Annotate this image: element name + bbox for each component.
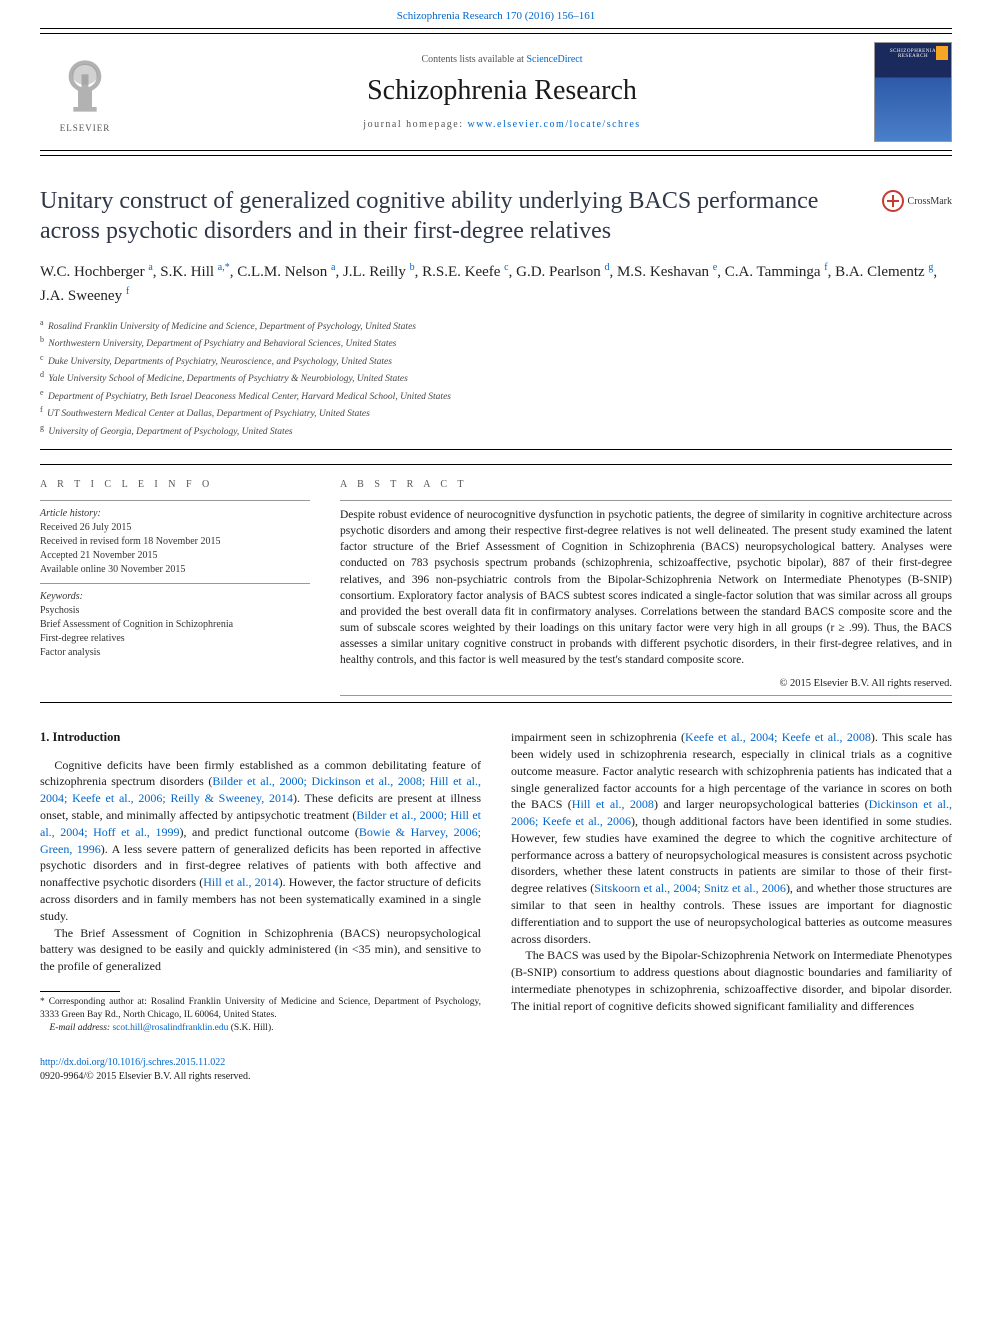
text: impairment seen in schizophrenia (: [511, 730, 685, 744]
journal-cover-thumbnail: SCHIZOPHRENIA RESEARCH: [874, 42, 952, 142]
article-title: Unitary construct of generalized cogniti…: [40, 186, 860, 246]
email-suffix: (S.K. Hill).: [228, 1023, 273, 1033]
affiliation-line: b Northwestern University, Department of…: [40, 334, 952, 351]
publisher-name: ELSEVIER: [60, 123, 111, 133]
rule-aff: [40, 449, 952, 450]
abstract-copyright: © 2015 Elsevier B.V. All rights reserved…: [340, 678, 952, 689]
doi-link[interactable]: http://dx.doi.org/10.1016/j.schres.2015.…: [40, 1057, 225, 1068]
keywords-block: Keywords: Psychosis Brief Assessment of …: [40, 590, 310, 660]
corr-text: Corresponding author at: Rosalind Frankl…: [40, 997, 481, 1020]
article-head: Unitary construct of generalized cogniti…: [40, 156, 952, 449]
history-line: Available online 30 November 2015: [40, 564, 185, 575]
body-col-left: 1. Introduction Cognitive deficits have …: [40, 729, 481, 1084]
keyword: Brief Assessment of Cognition in Schizop…: [40, 619, 233, 630]
footnote-rule: [40, 991, 120, 992]
rule-bottom-1: [40, 150, 952, 151]
author-list: W.C. Hochberger a, S.K. Hill a,*, C.L.M.…: [40, 260, 952, 307]
elsevier-tree-icon: [50, 51, 120, 121]
body-columns: 1. Introduction Cognitive deficits have …: [40, 729, 952, 1084]
crossmark-icon: [882, 190, 904, 212]
rule-top-1: [40, 28, 952, 29]
text: ), and predict functional outcome (: [179, 825, 358, 839]
citation-link[interactable]: Sitskoorn et al., 2004; Snitz et al., 20…: [594, 881, 786, 895]
affiliation-list: a Rosalind Franklin University of Medici…: [40, 317, 952, 439]
abstract-col: A B S T R A C T Despite robust evidence …: [340, 479, 952, 702]
article-history: Article history: Received 26 July 2015 R…: [40, 507, 310, 577]
citation-link[interactable]: Hill et al., 2008: [572, 797, 654, 811]
homepage-link[interactable]: www.elsevier.com/locate/schres: [468, 119, 641, 130]
intro-p1: Cognitive deficits have been firmly esta…: [40, 757, 481, 925]
article-info-label: A R T I C L E I N F O: [40, 479, 310, 490]
affiliation-line: a Rosalind Franklin University of Medici…: [40, 317, 952, 334]
corr-email-link[interactable]: scot.hill@rosalindfranklin.edu: [112, 1023, 228, 1033]
sciencedirect-link[interactable]: ScienceDirect: [526, 54, 582, 65]
cover-label: SCHIZOPHRENIA RESEARCH: [875, 43, 951, 59]
homepage-prefix: journal homepage:: [363, 119, 467, 130]
running-head-cite: 170 (2016) 156–161: [505, 10, 595, 22]
rule-body-top: [40, 702, 952, 703]
crossmark-label: CrossMark: [908, 196, 952, 207]
corresponding-footnote: * Corresponding author at: Rosalind Fran…: [40, 996, 481, 1034]
affiliation-line: e Department of Psychiatry, Beth Israel …: [40, 387, 952, 404]
history-line: Received in revised form 18 November 201…: [40, 536, 221, 547]
journal-header: ELSEVIER Contents lists available at Sci…: [40, 34, 952, 150]
contents-prefix: Contents lists available at: [421, 54, 526, 65]
affiliation-line: d Yale University School of Medicine, De…: [40, 369, 952, 386]
running-head-link[interactable]: Schizophrenia Research 170 (2016) 156–16…: [397, 10, 596, 22]
affiliation-line: g University of Georgia, Department of P…: [40, 422, 952, 439]
meta-rule-2: [40, 583, 310, 584]
keyword: First-degree relatives: [40, 633, 125, 644]
history-line: Accepted 21 November 2015: [40, 550, 157, 561]
homepage-line: journal homepage: www.elsevier.com/locat…: [130, 119, 874, 130]
citation-link[interactable]: Keefe et al., 2004; Keefe et al., 2008: [685, 730, 871, 744]
history-label: Article history:: [40, 508, 101, 519]
affiliation-line: c Duke University, Departments of Psychi…: [40, 352, 952, 369]
meta-rule-1: [40, 500, 310, 501]
journal-title: Schizophrenia Research: [130, 75, 874, 107]
abstract-label: A B S T R A C T: [340, 479, 952, 490]
text: ) and larger neuropsychological batterie…: [654, 797, 869, 811]
intro-p3: impairment seen in schizophrenia (Keefe …: [511, 729, 952, 947]
history-line: Received 26 July 2015: [40, 522, 131, 533]
intro-p2: The Brief Assessment of Cognition in Sch…: [40, 925, 481, 975]
keyword: Psychosis: [40, 605, 79, 616]
citation-link[interactable]: Hill et al., 2014: [203, 875, 278, 889]
publisher-logo: ELSEVIER: [40, 47, 130, 137]
issn-line: 0920-9964/© 2015 Elsevier B.V. All right…: [40, 1071, 250, 1082]
meta-abstract-row: A R T I C L E I N F O Article history: R…: [40, 464, 952, 702]
intro-p4: The BACS was used by the Bipolar-Schizop…: [511, 947, 952, 1014]
email-label: E-mail address:: [50, 1023, 113, 1033]
header-center: Contents lists available at ScienceDirec…: [130, 54, 874, 130]
running-head-journal: Schizophrenia Research: [397, 10, 503, 22]
crossmark-badge[interactable]: CrossMark: [882, 190, 952, 212]
article-info-col: A R T I C L E I N F O Article history: R…: [40, 479, 310, 702]
page-footer-left: http://dx.doi.org/10.1016/j.schres.2015.…: [40, 1056, 481, 1084]
keywords-label: Keywords:: [40, 591, 83, 602]
abstract-rule-top: [340, 500, 952, 501]
abstract-rule-bottom: [340, 695, 952, 696]
running-head: Schizophrenia Research 170 (2016) 156–16…: [40, 0, 952, 28]
page-root: Schizophrenia Research 170 (2016) 156–16…: [0, 0, 992, 1124]
keyword: Factor analysis: [40, 647, 100, 658]
contents-line: Contents lists available at ScienceDirec…: [130, 54, 874, 65]
affiliation-line: f UT Southwestern Medical Center at Dall…: [40, 404, 952, 421]
abstract-text: Despite robust evidence of neurocognitiv…: [340, 507, 952, 668]
intro-heading: 1. Introduction: [40, 729, 481, 747]
body-col-right: impairment seen in schizophrenia (Keefe …: [511, 729, 952, 1084]
